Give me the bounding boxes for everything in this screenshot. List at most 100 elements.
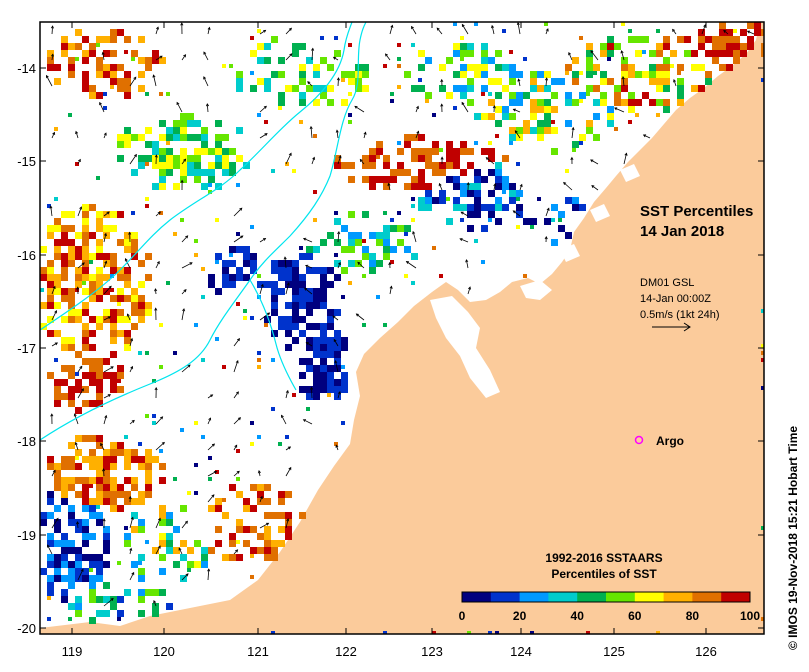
sst-pixel — [446, 92, 453, 99]
sst-pixel — [82, 218, 89, 225]
sst-pixel — [54, 386, 61, 393]
sst-pixel — [439, 162, 446, 169]
current-arrow — [233, 235, 244, 243]
sst-pixel — [600, 78, 607, 85]
sst-pixel — [166, 169, 173, 176]
sst-pixel — [747, 22, 754, 29]
sst-pixel — [96, 519, 103, 526]
current-arrow — [207, 394, 214, 399]
sst-pixel — [502, 204, 509, 211]
sst-pixel — [292, 295, 299, 302]
current-arrow — [388, 261, 392, 269]
sst-pixel — [68, 295, 75, 302]
sst-pixel — [383, 246, 390, 253]
sst-pixel — [54, 463, 61, 470]
sst-pixel — [341, 295, 345, 299]
sst-pixel — [82, 85, 89, 92]
sst-pixel — [187, 561, 194, 568]
sst-pixel — [537, 127, 544, 134]
sst-pixel — [348, 176, 355, 183]
current-arrow — [129, 547, 133, 555]
sst-pixel — [390, 218, 394, 222]
sst-pixel — [586, 64, 593, 71]
sst-pixel — [47, 498, 54, 505]
sst-pixel — [75, 253, 82, 260]
sst-pixel — [418, 183, 425, 190]
sst-pixel — [89, 463, 96, 470]
sst-pixel — [474, 190, 481, 197]
sst-pixel — [495, 218, 502, 225]
sst-pixel — [54, 554, 61, 561]
sst-pixel — [761, 526, 764, 530]
coastal-islands — [520, 164, 640, 300]
sst-pixel — [530, 127, 537, 134]
sst-pixel — [586, 120, 593, 127]
sst-pixel — [138, 498, 145, 505]
sst-pixel — [75, 281, 82, 288]
current-arrow — [77, 262, 85, 269]
sst-pixel — [502, 155, 509, 162]
sst-pixel — [250, 71, 254, 75]
sst-pixel — [726, 29, 733, 36]
current-arrow — [311, 156, 316, 165]
sst-pixel — [677, 78, 684, 85]
sst-pixel — [754, 29, 761, 36]
sst-pixel — [299, 288, 306, 295]
sst-pixel — [285, 162, 289, 166]
sst-pixel — [586, 50, 593, 57]
sst-pixel — [110, 50, 117, 57]
sst-pixel — [278, 498, 285, 505]
sst-pixel — [124, 246, 131, 253]
colorbar-title-line2: Percentiles of SST — [551, 567, 657, 581]
sst-pixel — [75, 379, 82, 386]
current-arrow — [75, 130, 79, 139]
sst-pixel — [96, 512, 103, 519]
sst-pixel — [488, 169, 495, 176]
sst-pixel — [54, 218, 61, 225]
sst-pixel — [82, 484, 89, 491]
sst-pixel — [537, 99, 544, 106]
sst-pixel — [110, 64, 117, 71]
sst-pixel — [215, 155, 222, 162]
current-arrow — [334, 359, 339, 373]
sst-pixel — [579, 36, 583, 40]
sst-pixel — [341, 379, 348, 386]
sst-pixel — [320, 36, 324, 40]
sst-pixel — [68, 484, 75, 491]
sst-pixel — [215, 470, 219, 474]
sst-pixel — [453, 162, 460, 169]
sst-pixel — [460, 218, 464, 222]
sst-pixel — [96, 435, 103, 442]
sst-pixel — [47, 617, 51, 621]
sst-pixel — [418, 148, 425, 155]
sst-pixel — [103, 316, 110, 323]
sst-pixel — [61, 379, 68, 386]
current-arrow — [332, 315, 339, 321]
sst-pixel — [103, 582, 110, 589]
sst-pixel — [523, 57, 527, 61]
sst-pixel — [124, 127, 131, 134]
sst-pixel — [572, 204, 579, 211]
sst-pixel — [96, 456, 103, 463]
sst-pixel — [264, 78, 271, 85]
sst-pixel — [131, 498, 138, 505]
sst-pixel — [54, 64, 61, 71]
current-arrow — [259, 133, 268, 139]
sst-pixel — [96, 57, 103, 64]
current-arrow — [305, 264, 313, 269]
current-arrow — [335, 444, 339, 451]
sst-pixel — [124, 435, 128, 439]
current-arrow — [357, 261, 365, 269]
sst-pixel — [341, 365, 345, 369]
sst-pixel — [236, 554, 243, 561]
sst-pixel — [138, 85, 145, 92]
current-arrow — [459, 238, 469, 243]
sst-pixel — [103, 561, 110, 568]
sst-pixel — [467, 225, 474, 232]
sst-pixel — [425, 92, 432, 99]
sst-pixel — [47, 554, 54, 561]
sst-pixel — [110, 71, 117, 78]
sst-pixel — [180, 113, 187, 120]
sst-pixel — [334, 50, 341, 57]
current-arrow — [590, 159, 599, 165]
